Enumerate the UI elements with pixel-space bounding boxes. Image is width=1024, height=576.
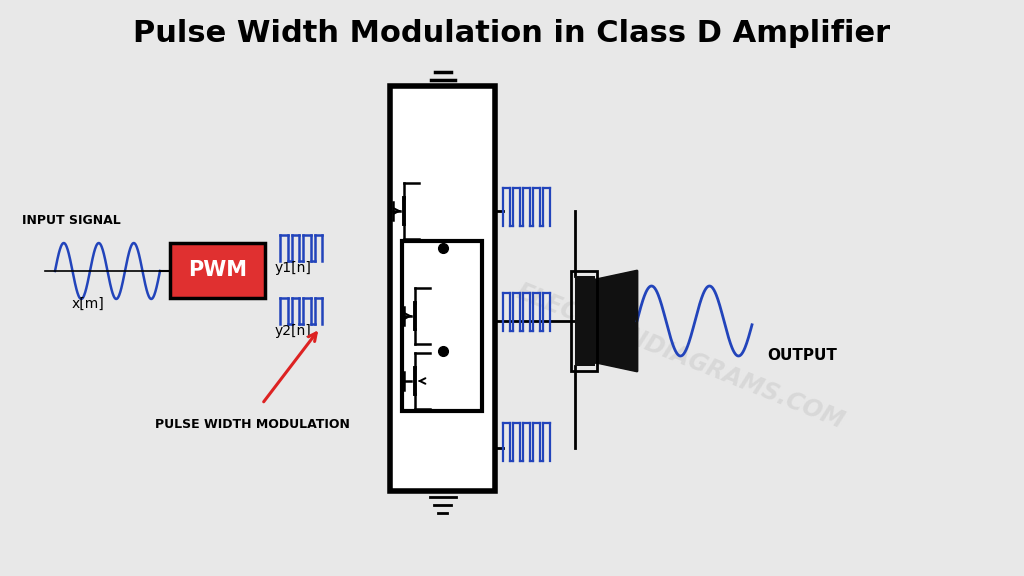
Bar [575, 276, 595, 366]
Text: Pulse Width Modulation in Class D Amplifier: Pulse Width Modulation in Class D Amplif… [133, 18, 891, 48]
Text: y1[n]: y1[n] [275, 261, 312, 275]
Text: PULSE WIDTH MODULATION: PULSE WIDTH MODULATION [155, 418, 350, 430]
Text: x[m]: x[m] [72, 297, 104, 311]
Text: OUTPUT: OUTPUT [767, 348, 837, 363]
Bar [402, 241, 482, 411]
Bar [571, 271, 597, 371]
Polygon shape [595, 271, 637, 371]
Text: ELECTRONDIAGRAMS.COM: ELECTRONDIAGRAMS.COM [512, 279, 848, 433]
Text: PWM: PWM [188, 260, 247, 281]
Bar [170, 243, 265, 298]
Bar [390, 86, 495, 491]
Text: y2[n]: y2[n] [275, 324, 311, 338]
Text: INPUT SIGNAL: INPUT SIGNAL [22, 214, 121, 228]
